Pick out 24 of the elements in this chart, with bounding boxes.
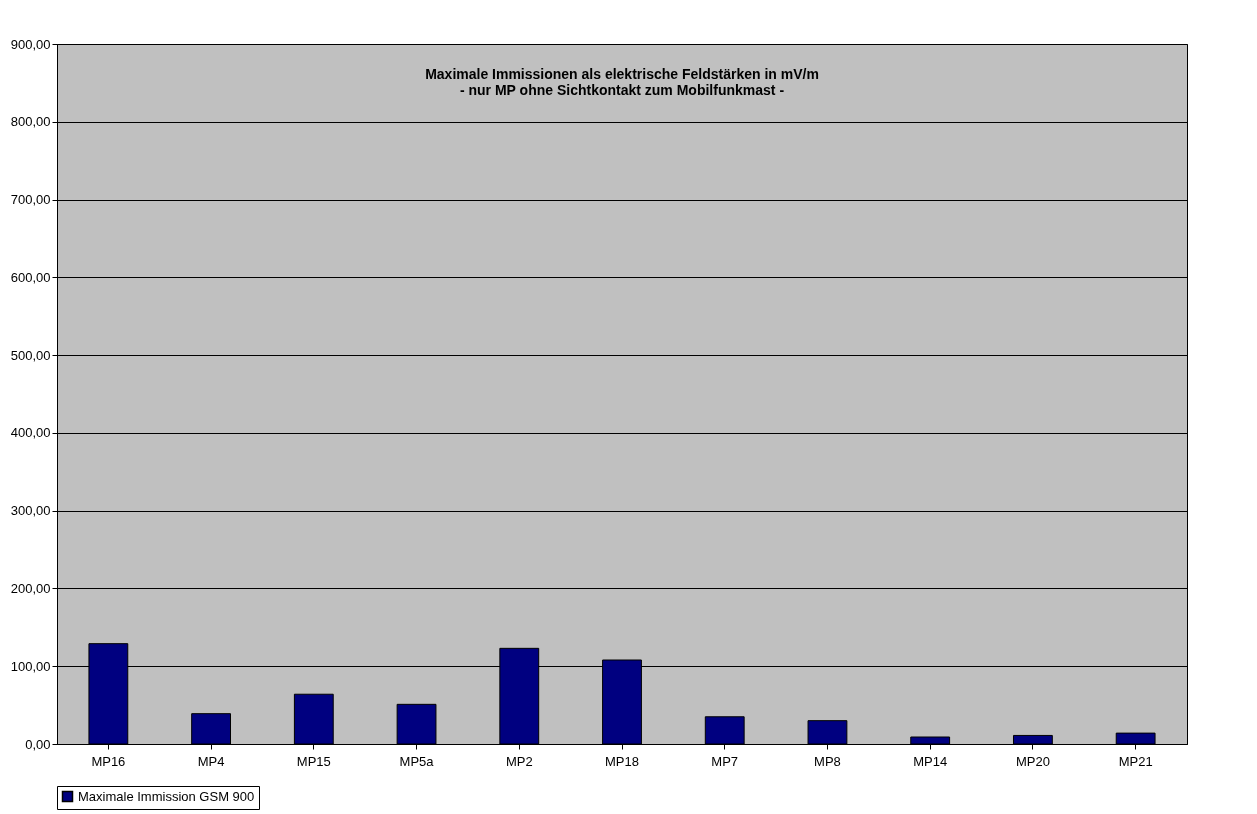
text: Maximale Immissionen als elektrische Feldstärken in mV/m — [425, 66, 819, 82]
y-tick-label: 700,00 — [10, 192, 51, 208]
y-tick-label: 900,00 — [10, 36, 51, 52]
y-tick-label: 500,00 — [10, 347, 51, 363]
x-tick-label: MP20 — [1015, 753, 1050, 769]
x-tick-label: MP7 — [711, 753, 739, 769]
x-tick-label: MP8 — [814, 753, 841, 769]
x-tick-label: MP16 — [91, 753, 126, 769]
y-tick-label: 0,00 — [25, 736, 51, 752]
y-tick-label: 400,00 — [10, 425, 51, 441]
x-tick-label: MP2 — [505, 753, 533, 769]
y-tick-label: 800,00 — [10, 114, 51, 130]
x-tick-label: MP18 — [605, 753, 639, 769]
y-tick-label: 100,00 — [10, 658, 51, 674]
x-tick-label: MP4 — [197, 753, 225, 769]
y-tick-label: 300,00 — [10, 503, 51, 519]
x-tick-label: MP14 — [913, 753, 948, 769]
y-tick-label: 200,00 — [10, 580, 51, 596]
x-tick-label: MP21 — [1118, 753, 1153, 769]
x-tick-label: MP15 — [296, 753, 331, 769]
text: - nur MP ohne Sichtkontakt zum Mobilfunkmast - — [459, 82, 785, 98]
y-tick-label: 600,00 — [10, 269, 51, 285]
legend-label: Maximale Immission GSM 900 — [78, 788, 255, 804]
x-tick-label: MP5a — [399, 753, 435, 769]
